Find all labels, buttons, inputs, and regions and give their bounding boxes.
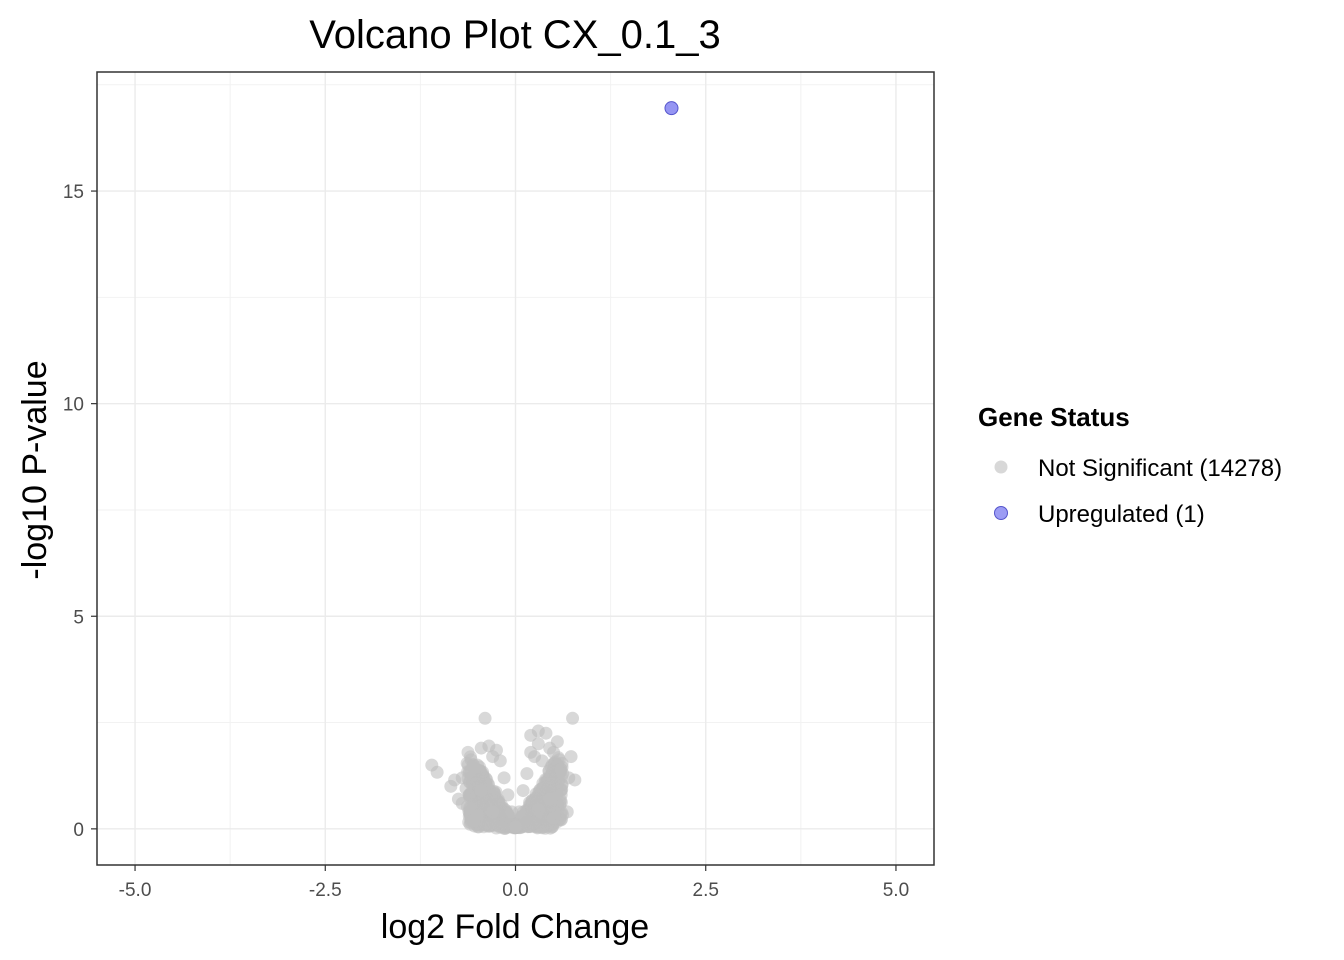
point-not-significant (554, 788, 568, 802)
point-not-significant (486, 815, 500, 829)
x-tick-label: 0.0 (502, 880, 528, 901)
x-tick-label: -5.0 (119, 880, 152, 901)
legend-label-upregulated: Upregulated (1) (1038, 501, 1205, 528)
y-tick-label: 10 (63, 395, 84, 416)
axis-ticks: -5.0 -2.5 0.0 2.5 5.0 0 5 10 15 (63, 182, 909, 901)
legend-swatch-not-significant (994, 460, 1008, 474)
point-not-significant (493, 754, 507, 768)
point-not-significant (459, 781, 473, 795)
chart-title: Volcano Plot CX_0.1_3 (309, 13, 720, 57)
y-tick-label: 15 (63, 182, 84, 203)
point-not-significant (560, 805, 574, 819)
point-not-significant (566, 711, 580, 725)
point-not-significant (534, 782, 548, 796)
point-upregulated (664, 101, 679, 116)
legend-swatch-upregulated (994, 506, 1008, 520)
point-not-significant (564, 750, 578, 764)
y-tick-label: 5 (73, 607, 84, 628)
legend-title: Gene Status (978, 402, 1130, 432)
point-not-significant (550, 735, 564, 749)
x-tick-label: 5.0 (883, 880, 909, 901)
point-not-significant (516, 784, 530, 798)
point-not-significant (512, 805, 526, 819)
grid (97, 72, 934, 865)
point-not-significant (539, 726, 553, 740)
point-not-significant (489, 743, 503, 757)
point-not-significant (455, 796, 469, 810)
point-not-significant (547, 745, 561, 759)
point-not-significant (509, 820, 522, 834)
point-not-significant (531, 803, 545, 817)
legend: Gene Status Not Significant (14278) Upre… (978, 402, 1282, 528)
data-points (425, 101, 679, 836)
point-not-significant (547, 811, 561, 825)
point-not-significant (543, 792, 557, 806)
x-tick-label: -2.5 (309, 880, 342, 901)
point-not-significant (497, 771, 511, 785)
point-not-significant (430, 765, 444, 779)
point-not-significant (486, 805, 500, 819)
y-axis-title: -log10 P-value (16, 360, 54, 579)
point-not-significant (474, 784, 488, 798)
point-not-significant (531, 737, 545, 751)
point-not-significant (478, 711, 492, 725)
point-not-significant (568, 773, 582, 787)
x-axis-title: log2 Fold Change (381, 908, 649, 946)
point-not-significant (535, 754, 549, 768)
point-not-significant (470, 758, 484, 772)
point-not-significant (501, 788, 515, 802)
y-tick-label: 0 (73, 820, 84, 841)
point-not-significant (520, 767, 534, 781)
point-not-significant (467, 813, 481, 827)
legend-label-not-significant: Not Significant (14278) (1038, 455, 1282, 482)
x-tick-label: 2.5 (693, 880, 719, 901)
